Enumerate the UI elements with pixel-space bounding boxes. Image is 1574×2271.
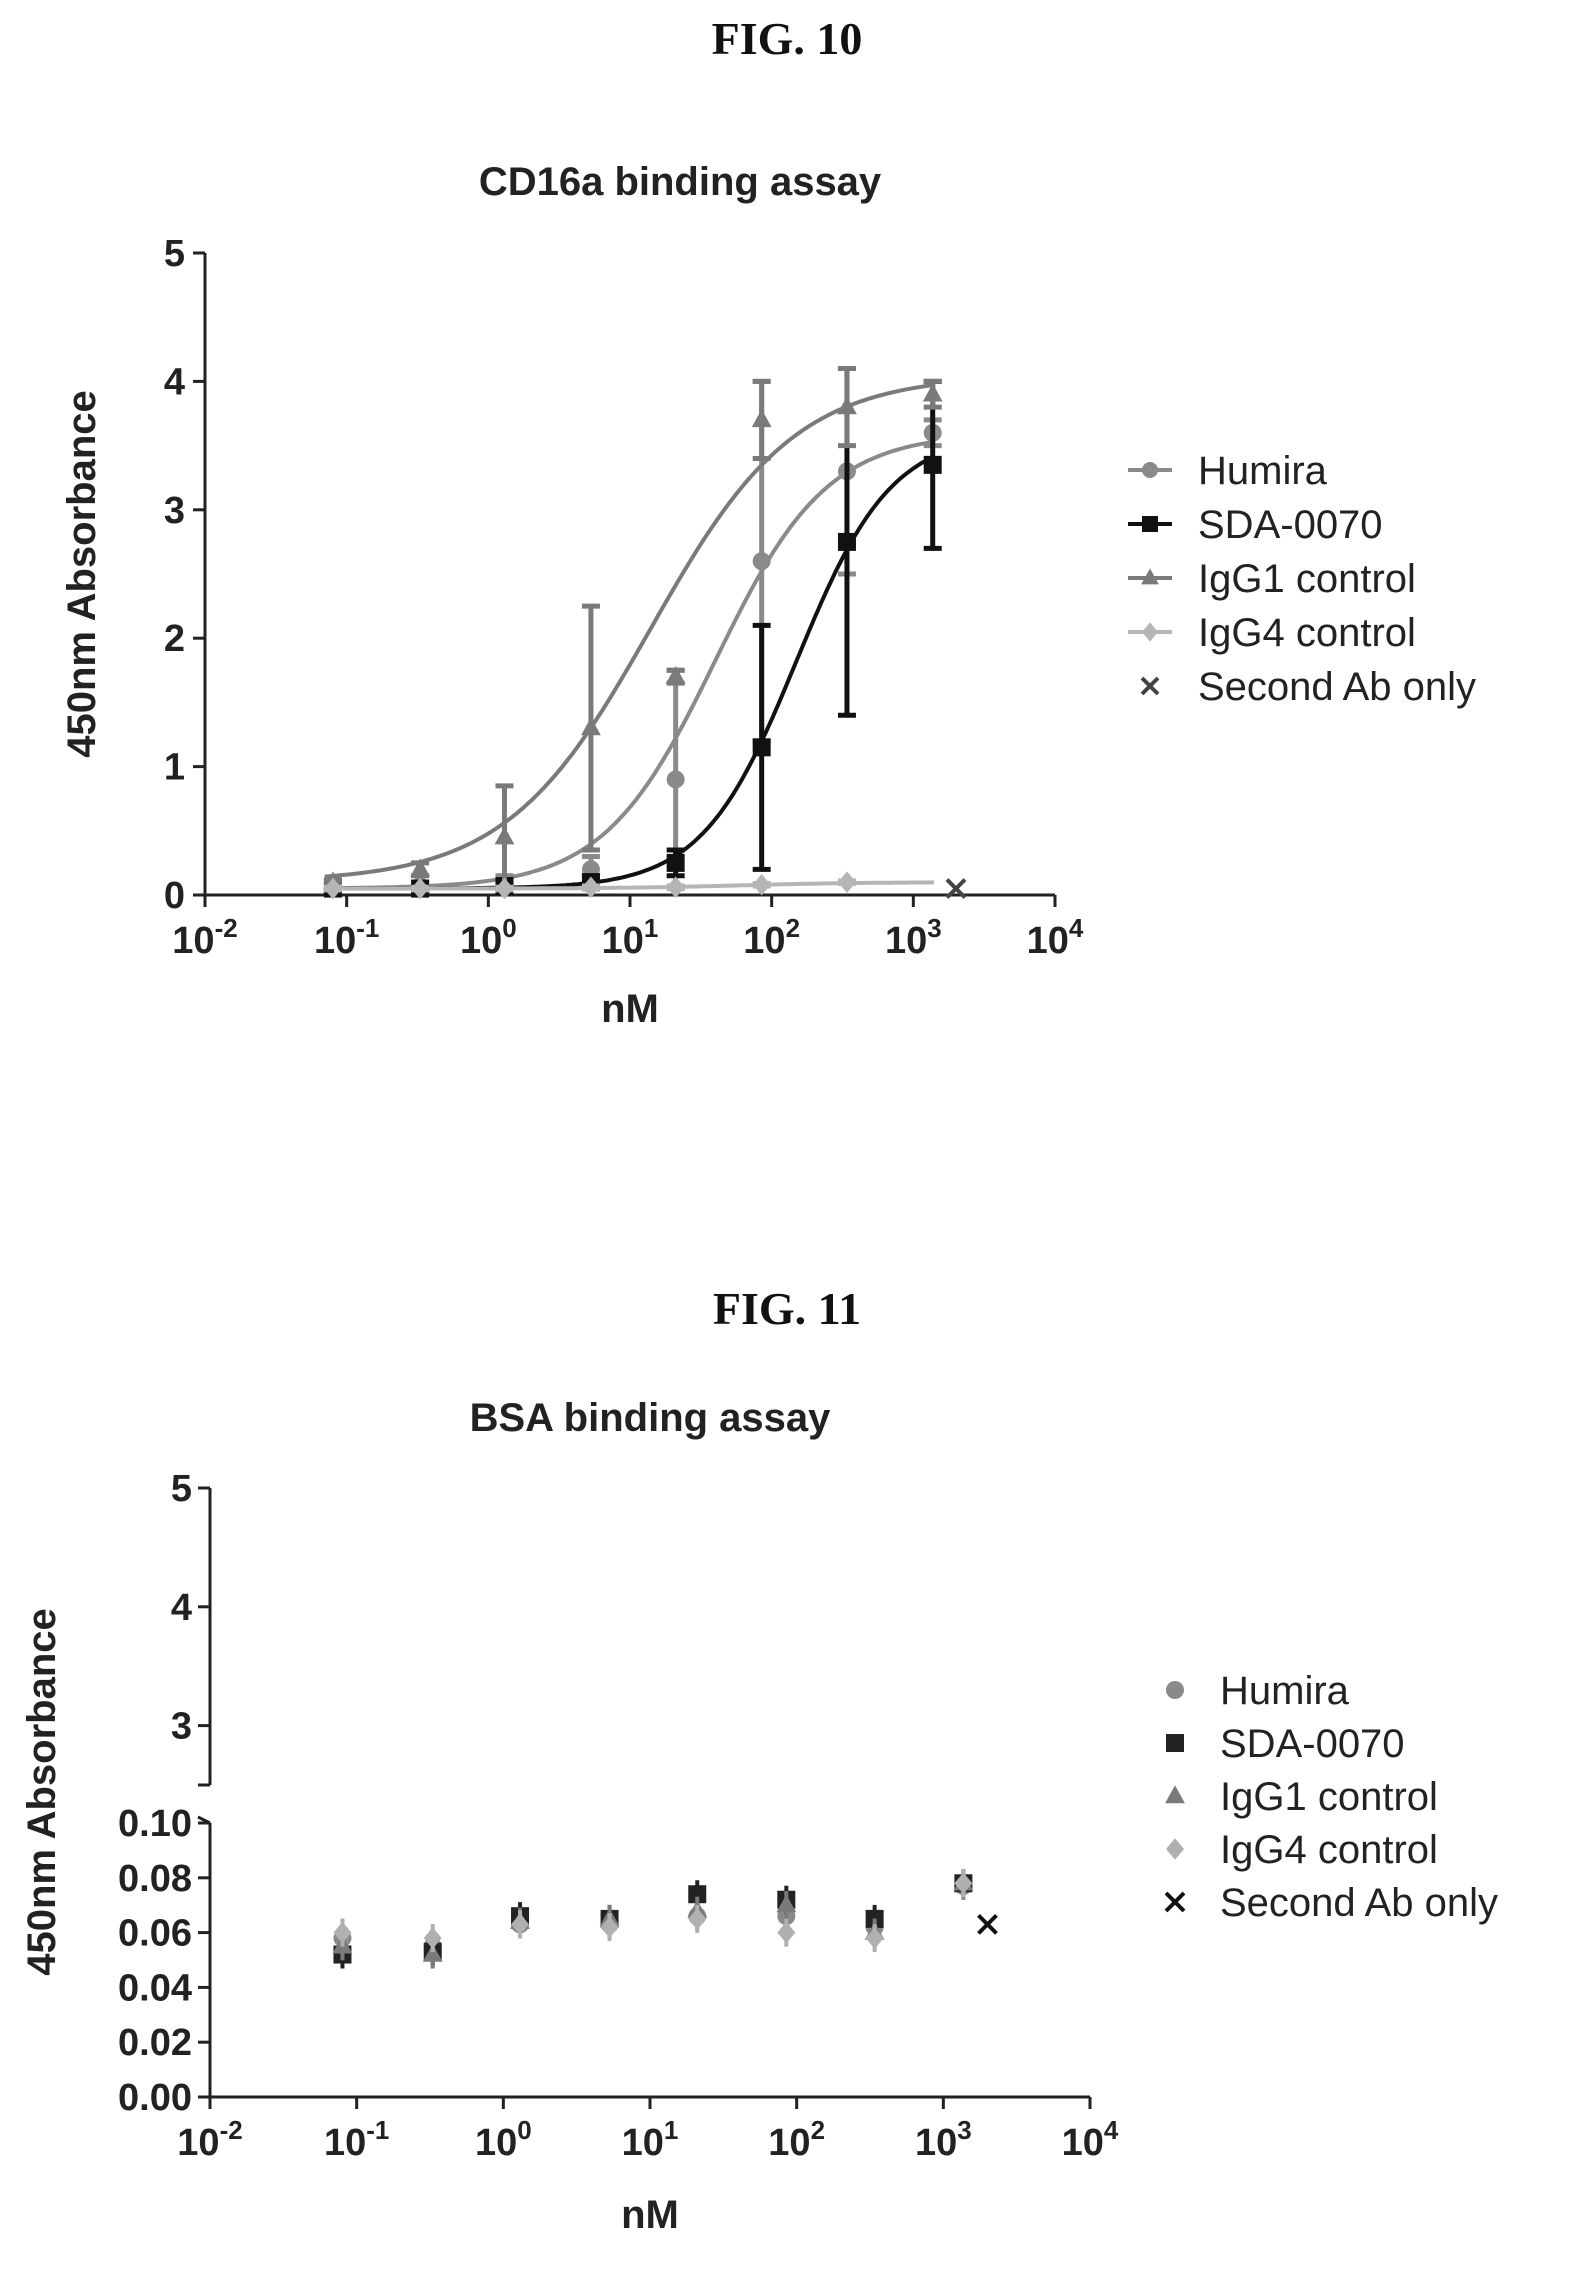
chart1-x-tick-label-1: 10-1 (314, 913, 379, 962)
chart1-legend-marker-2 (1141, 568, 1159, 585)
chart2-legend-label-0: Humira (1220, 1669, 1350, 1713)
chart1-legend-label-1: SDA-0070 (1198, 503, 1383, 547)
chart1-point-1-7 (923, 455, 942, 474)
chart1-x-tick-label-6: 104 (1027, 913, 1084, 962)
chart1-legend-label-0: Humira (1198, 449, 1328, 493)
chart2-x-tick-label-1: 10-1 (324, 2115, 389, 2164)
chart2-legend-marker-3 (1166, 1838, 1184, 1860)
chart1-point-2-5 (751, 409, 772, 428)
chart1-y-tick-label-3: 3 (164, 490, 185, 532)
chart2-legend-marker-4 (1164, 1891, 1186, 1913)
chart1-y-axis-label: 450nm Absorbance (60, 390, 104, 758)
chart2-point-3-3 (600, 1916, 619, 1938)
chart2-y-tick-label-upper-1: 4 (171, 1587, 192, 1629)
chart2-y-tick-label-lower-1: 0.02 (118, 2022, 192, 2064)
chart1-legend-marker-3 (1142, 622, 1158, 642)
chart1-point-4-0-stroke-b (945, 878, 967, 899)
chart2-x-tick-label-6: 104 (1062, 2115, 1119, 2164)
chart2-y-tick-label-lower-5: 0.10 (118, 1803, 192, 1845)
chart1-point-3-0 (323, 877, 342, 900)
chart1-x-tick-label-0: 10-2 (172, 913, 237, 962)
chart1-point-1-6 (837, 532, 856, 551)
chart2-point-4-0-stroke-b (977, 1913, 998, 1935)
chart1-point-2-6 (837, 396, 857, 415)
chart2-title: BSA binding assay (469, 1396, 831, 1440)
chart1-point-2-1 (410, 858, 431, 877)
chart1-legend-marker-1 (1142, 516, 1158, 532)
chart2-y-tick-label-lower-3: 0.06 (118, 1913, 192, 1955)
chart1-x-tick-label-3: 101 (602, 913, 659, 962)
chart2-point-3-1 (423, 1927, 442, 1949)
chart1-point-2-2 (494, 826, 515, 845)
chart1-point-2-3 (581, 717, 601, 736)
chart1-legend-marker-4 (1140, 676, 1160, 696)
chart2-y-tick-label-upper-2: 5 (171, 1468, 192, 1510)
chart1-point-3-6 (837, 871, 856, 893)
fig11-label: FIG. 11 (712, 1283, 862, 1334)
chart1-point-2-4 (665, 665, 686, 684)
chart1-point-1-4 (666, 853, 685, 872)
chart2-legend-marker-4-stroke-b (1164, 1891, 1186, 1913)
chart1-legend-label-3: IgG4 control (1198, 611, 1416, 655)
chart1-legend-marker-0 (1142, 462, 1158, 478)
chart2-point-4-0 (977, 1913, 998, 1935)
chart2-x-tick-label-4: 102 (768, 2115, 825, 2164)
chart1-legend-label-4: Second Ab only (1198, 665, 1476, 709)
chart1-y-tick-label-4: 4 (164, 361, 185, 403)
chart2-point-3-5 (777, 1921, 796, 1944)
chart2-legend-label-1: SDA-0070 (1220, 1722, 1405, 1766)
chart2-x-tick-label-5: 103 (915, 2115, 972, 2164)
chart2-point-3-7 (954, 1872, 973, 1895)
chart1-x-tick-label-5: 103 (885, 913, 942, 962)
chart2-y-tick-label-lower-0: 0.00 (118, 2077, 192, 2119)
chart2-x-tick-label-0: 10-2 (177, 2115, 242, 2164)
chart2-legend-marker-2 (1165, 1785, 1185, 1804)
chart2-x-axis-label: nM (621, 2193, 679, 2237)
chart2-y-axis-label: 450nm Absorbance (20, 1608, 64, 1976)
chart2-legend-label-3: IgG4 control (1220, 1828, 1438, 1872)
chart1-fit-curve-2 (324, 382, 935, 879)
chart2-point-3-0 (333, 1921, 352, 1944)
chart2-legend-label-4: Second Ab only (1220, 1881, 1498, 1925)
chart1-point-2-7 (922, 383, 943, 402)
chart1-y-tick-label-0: 0 (164, 875, 185, 917)
cd16a-binding-chart: 0 1 2 3 4 5 10-2 10-1 100 101 102 103 104 nM 450nm Abs… (60, 233, 1476, 1031)
chart2-point-3-6 (865, 1927, 884, 1949)
chart2-point-2-5 (776, 1894, 797, 1913)
chart2-legend-label-2: IgG1 control (1220, 1775, 1438, 1819)
chart1-x-tick-label-4: 102 (743, 913, 800, 962)
fig10-label: FIG. 10 (711, 13, 863, 64)
chart2-legend-marker-0 (1166, 1681, 1184, 1699)
chart1-point-1-5 (752, 738, 771, 757)
chart1-point-3-5 (752, 873, 771, 896)
chart2-legend-marker-1 (1166, 1734, 1184, 1752)
chart1-x-axis-label: nM (601, 987, 659, 1031)
chart1-y-tick-label-5: 5 (164, 233, 185, 275)
chart1-point-0-5 (752, 552, 771, 571)
chart1-point-3-2 (495, 877, 514, 900)
chart1-title: CD16a binding assay (478, 160, 882, 204)
chart2-x-tick-label-2: 100 (475, 2115, 532, 2164)
chart1-y-tick-label-2: 2 (164, 618, 185, 660)
chart1-point-3-1 (411, 877, 430, 900)
chart1-legend-label-2: IgG1 control (1198, 557, 1416, 601)
chart1-point-0-4 (666, 770, 685, 789)
chart1-legend-marker-4-stroke-b (1140, 676, 1160, 696)
chart2-point-3-2 (511, 1913, 530, 1936)
chart2-x-tick-label-3: 101 (622, 2115, 679, 2164)
chart1-point-3-4 (666, 876, 685, 899)
chart2-point-2-1 (422, 1943, 443, 1962)
chart1-y-tick-label-1: 1 (164, 747, 185, 789)
chart1-point-4-0 (945, 878, 967, 899)
chart2-point-1-4 (688, 1885, 707, 1904)
chart2-y-tick-label-lower-4: 0.08 (118, 1858, 192, 1900)
chart1-x-tick-label-2: 100 (460, 913, 517, 962)
chart2-y-tick-label-lower-2: 0.04 (118, 1967, 192, 2009)
chart2-point-3-4 (688, 1908, 707, 1930)
chart2-y-tick-label-upper-0: 3 (171, 1706, 192, 1748)
chart1-point-3-3 (581, 876, 600, 899)
